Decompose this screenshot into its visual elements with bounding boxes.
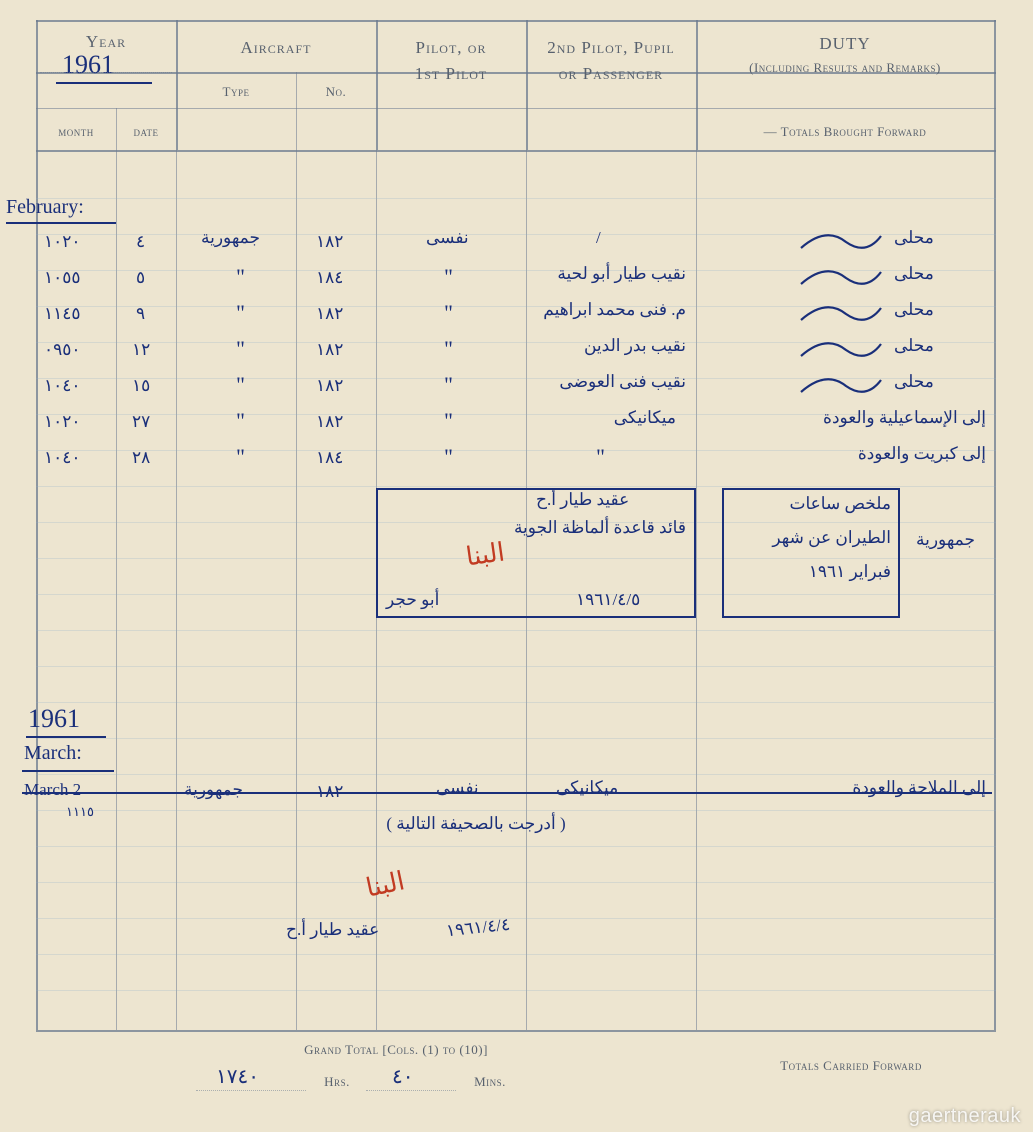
cell-type-1: " <box>236 264 245 290</box>
cell-date-3: ١٢ <box>132 340 150 360</box>
duty-mark-0 <box>796 230 886 252</box>
header-no: No. <box>296 84 376 100</box>
sig-right-side: جمهورية <box>916 530 975 550</box>
header-year: Year <box>36 32 176 52</box>
cell-no-1: ١٨٤ <box>316 268 343 288</box>
sig-right-l2: الطيران عن شهر <box>736 528 891 548</box>
cell-pilot-5: " <box>444 408 453 434</box>
cell-duty-3: محلى <box>894 336 934 356</box>
cell-type-0: جمهورية <box>201 228 260 248</box>
header-type: Type <box>176 84 296 100</box>
sig-march-rank: عقيد طيار أ.ح <box>286 920 379 940</box>
cell-time-3: ٠٩٥٠ <box>44 340 81 360</box>
duty-mark-4 <box>796 374 886 396</box>
cell-pilot-6: " <box>444 444 453 470</box>
logbook-page: Year month date Aircraft Type No. Pilot,… <box>36 20 996 1100</box>
march-pilot: نفسى <box>436 778 479 798</box>
cell-time-5: ١٠٢٠ <box>44 412 81 432</box>
cell-pilot-4: " <box>444 372 453 398</box>
cell-second-1: نقيب طيار أبو لحية <box>536 264 686 284</box>
duty-mark-1 <box>796 266 886 288</box>
march-struck-label: March 2 <box>24 780 81 800</box>
sig-left-name: البنا <box>464 537 507 572</box>
march-duty: إلى الملاحة والعودة <box>736 778 986 798</box>
cell-no-2: ١٨٢ <box>316 304 343 324</box>
cell-second-3: نقيب بدر الدين <box>536 336 686 356</box>
cell-date-0: ٤ <box>136 232 145 252</box>
watermark: gaertnerauk <box>909 1105 1021 1128</box>
footer-grand: Grand Total [Cols. (1) to (10)] <box>236 1042 556 1058</box>
cell-date-5: ٢٧ <box>132 412 150 432</box>
cell-pilot-0: نفسى <box>426 228 469 248</box>
year-handwritten: 1961 <box>62 50 114 80</box>
cell-duty-5: إلى الإسماعيلية والعودة <box>736 408 986 428</box>
header-duty-sub: (Including Results and Remarks) <box>696 60 994 76</box>
footer-mins: Mins. <box>460 1074 520 1090</box>
cell-second-5: ميكانيكى <box>566 408 676 428</box>
month-march: March: <box>24 742 82 765</box>
sig-left-date: ١٩٦١/٤/٥ <box>576 590 640 610</box>
sig-right-l3: فبراير ١٩٦١ <box>736 562 891 582</box>
footer-mins-val: ٤٠ <box>392 1064 413 1089</box>
duty-mark-3 <box>796 338 886 360</box>
cell-no-4: ١٨٢ <box>316 376 343 396</box>
cell-second-0: / <box>596 228 601 248</box>
cell-type-6: " <box>236 444 245 470</box>
cell-date-6: ٢٨ <box>132 448 150 468</box>
year-again: 1961 <box>28 704 80 734</box>
cell-time-0: ١٠٢٠ <box>44 232 81 252</box>
cell-duty-4: محلى <box>894 372 934 392</box>
cell-type-5: " <box>236 408 245 434</box>
footer-hrs-val: ١٧٤٠ <box>216 1064 259 1089</box>
march-time: ١١١٥ <box>66 804 94 820</box>
month-february: February: <box>6 196 84 219</box>
header-month: month <box>36 124 116 140</box>
header-duty: DUTY <box>696 34 994 54</box>
header-pilot1: Pilot, or <box>376 38 526 58</box>
cell-no-0: ١٨٢ <box>316 232 343 252</box>
cell-second-4: نقيب فنى العوضى <box>536 372 686 392</box>
footer-carried: Totals Carried Forward <box>716 1058 986 1074</box>
duty-mark-2 <box>796 302 886 324</box>
cell-time-1: ١٠٥٥ <box>44 268 81 288</box>
sig-left-l2: قائد قاعدة ألماظة الجوية <box>456 518 686 538</box>
header-date: date <box>116 124 176 140</box>
footer-hrs: Hrs. <box>312 1074 362 1090</box>
cell-time-4: ١٠٤٠ <box>44 376 81 396</box>
cell-date-1: ٥ <box>136 268 145 288</box>
cell-pilot-2: " <box>444 300 453 326</box>
cell-no-5: ١٨٢ <box>316 412 343 432</box>
header-totals-fwd: — Totals Brought Forward <box>696 124 994 140</box>
sig-right-l1: ملخص ساعات <box>736 494 891 514</box>
cell-pilot-1: " <box>444 264 453 290</box>
cell-time-2: ١١٤٥ <box>44 304 81 324</box>
cell-date-4: ١٥ <box>132 376 150 396</box>
cell-type-4: " <box>236 372 245 398</box>
sig-left-l3: أبو حجر <box>386 590 439 610</box>
cell-no-3: ١٨٢ <box>316 340 343 360</box>
header-aircraft: Aircraft <box>176 38 376 58</box>
march-second: ميكانيكى <box>556 778 618 798</box>
march-type: جمهورية <box>184 780 243 800</box>
cell-pilot-3: " <box>444 336 453 362</box>
cell-type-3: " <box>236 336 245 362</box>
cell-date-2: ٩ <box>136 304 145 324</box>
strike-line <box>22 792 992 794</box>
cell-second-6: " <box>596 444 605 470</box>
sig-left-l1: عقيد طيار أ.ح <box>536 490 629 510</box>
cell-duty-6: إلى كبريت والعودة <box>736 444 986 464</box>
cell-time-6: ١٠٤٠ <box>44 448 81 468</box>
header-2nd1: 2nd Pilot, Pupil <box>526 38 696 58</box>
cell-duty-0: محلى <box>894 228 934 248</box>
cell-duty-1: محلى <box>894 264 934 284</box>
cell-duty-2: محلى <box>894 300 934 320</box>
march-note: ( أدرجت بالصحيفة التالية ) <box>296 814 656 834</box>
cell-no-6: ١٨٤ <box>316 448 343 468</box>
header-2nd2: or Passenger <box>526 64 696 84</box>
cell-type-2: " <box>236 300 245 326</box>
cell-second-2: م. فنى محمد ابراهيم <box>536 300 686 320</box>
header-pilot2: 1st Pilot <box>376 64 526 84</box>
